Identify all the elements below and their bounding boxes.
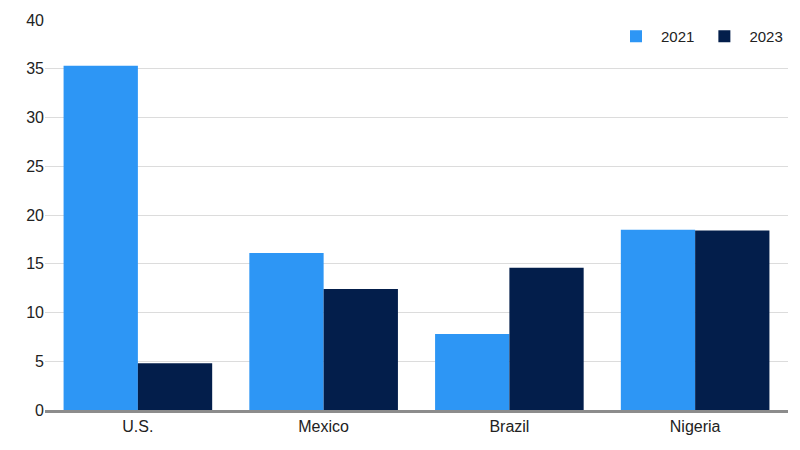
svg-text:Mexico: Mexico: [298, 418, 349, 435]
svg-text:5: 5: [35, 353, 44, 370]
svg-text:2023: 2023: [749, 28, 782, 45]
svg-text:20: 20: [26, 207, 44, 224]
svg-text:15: 15: [26, 255, 44, 272]
svg-text:25: 25: [26, 158, 44, 175]
svg-text:U.S.: U.S.: [122, 418, 153, 435]
svg-text:30: 30: [26, 109, 44, 126]
svg-text:2021: 2021: [661, 28, 694, 45]
svg-text:40: 40: [26, 12, 44, 29]
svg-text:Nigeria: Nigeria: [670, 418, 721, 435]
svg-text:Brazil: Brazil: [489, 418, 529, 435]
svg-text:0: 0: [35, 402, 44, 419]
svg-text:35: 35: [26, 60, 44, 77]
svg-text:10: 10: [26, 304, 44, 321]
